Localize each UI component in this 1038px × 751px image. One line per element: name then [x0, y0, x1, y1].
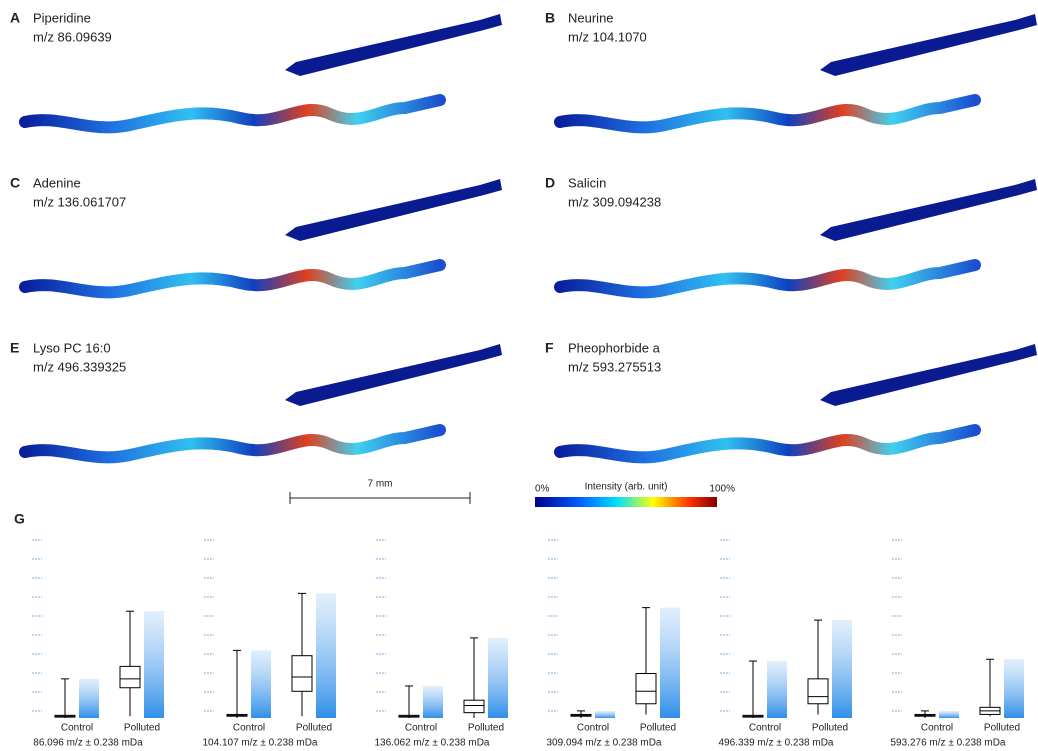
mz-value: m/z 496.339325 — [33, 359, 126, 374]
image-panel: D Salicin m/z 309.094238 — [545, 175, 1037, 293]
boxplot: Control Polluted 593.276 m/z ± 0.238 mDa — [891, 539, 1024, 749]
point-cloud — [595, 710, 615, 718]
box — [807, 678, 829, 705]
boxplot: Control Polluted 309.094 m/z ± 0.238 mDa — [547, 539, 680, 749]
panel-letter: C — [10, 175, 20, 191]
group-label: Control — [921, 723, 953, 734]
compound-name: Salicin — [568, 175, 606, 190]
plot-label: 86.096 m/z ± 0.238 mDa — [33, 738, 143, 749]
point-cloud — [144, 611, 164, 718]
box — [291, 655, 313, 692]
colorbar-min: 0% — [535, 484, 550, 495]
group-label: Polluted — [124, 723, 160, 734]
group-label: Control — [749, 723, 781, 734]
image-panel: C Adenine m/z 136.061707 — [10, 175, 502, 293]
boxplot: Control Polluted 496.339 m/z ± 0.238 mDa — [719, 539, 852, 749]
plot-label: 593.276 m/z ± 0.238 mDa — [891, 738, 1006, 749]
point-cloud — [660, 607, 680, 718]
scale-label: 7 mm — [368, 479, 393, 490]
point-cloud — [79, 678, 99, 718]
compound-name: Lyso PC 16:0 — [33, 340, 111, 355]
mz-value: m/z 104.1070 — [568, 29, 647, 44]
boxplot: Control Polluted 136.062 m/z ± 0.238 mDa — [375, 539, 508, 749]
panel-letter: E — [10, 340, 19, 356]
panel-letter: A — [10, 10, 20, 26]
group-label: Polluted — [296, 723, 332, 734]
point-cloud — [251, 650, 271, 718]
colorbar-title: Intensity (arb. unit) — [585, 482, 668, 493]
compound-name: Pheophorbide a — [568, 340, 661, 355]
point-cloud — [767, 661, 787, 718]
box — [635, 673, 657, 705]
point-cloud — [423, 685, 443, 718]
image-panel: B Neurine m/z 104.1070 — [545, 10, 1037, 128]
group-label: Control — [61, 723, 93, 734]
plot-label: 309.094 m/z ± 0.238 mDa — [547, 738, 662, 749]
point-cloud — [316, 593, 336, 718]
mz-value: m/z 593.275513 — [568, 359, 661, 374]
image-panel: E Lyso PC 16:0 m/z 496.339325 — [10, 340, 502, 458]
group-label: Polluted — [468, 723, 504, 734]
point-cloud — [832, 620, 852, 718]
panel-letter: D — [545, 175, 555, 191]
image-panel: A Piperidine m/z 86.09639 — [10, 10, 502, 128]
group-label: Polluted — [640, 723, 676, 734]
box — [463, 699, 485, 714]
mz-value: m/z 136.061707 — [33, 194, 126, 209]
scale-bar: 7 mm — [289, 479, 471, 504]
boxplot: Control Polluted 104.107 m/z ± 0.238 mDa — [203, 539, 336, 749]
panel-letter: F — [545, 340, 554, 356]
mz-value: m/z 86.09639 — [33, 29, 112, 44]
point-cloud — [939, 710, 959, 718]
panel-letter: G — [14, 511, 25, 527]
group-label: Control — [233, 723, 265, 734]
panel-letter: B — [545, 10, 555, 26]
colorbar-max: 100% — [709, 484, 735, 495]
image-panel: F Pheophorbide a m/z 593.275513 — [545, 340, 1037, 458]
mz-value: m/z 309.094238 — [568, 194, 661, 209]
box — [119, 665, 141, 689]
point-cloud — [488, 637, 508, 718]
panels: A Piperidine m/z 86.09639 B Neurine m/z 104.1… — [10, 10, 1037, 458]
group-label: Control — [405, 723, 437, 734]
compound-name: Neurine — [568, 10, 614, 25]
compound-name: Piperidine — [33, 10, 91, 25]
group-label: Control — [577, 723, 609, 734]
colorbar: 0% Intensity (arb. unit) 100% — [535, 482, 735, 507]
boxplot: Control Polluted 86.096 m/z ± 0.238 mDa — [32, 539, 164, 749]
plot-label: 496.339 m/z ± 0.238 mDa — [719, 738, 834, 749]
plot-label: 104.107 m/z ± 0.238 mDa — [203, 738, 318, 749]
compound-name: Adenine — [33, 175, 81, 190]
group-label: Polluted — [812, 723, 848, 734]
point-cloud — [1004, 659, 1024, 718]
plot-label: 136.062 m/z ± 0.238 mDa — [375, 738, 490, 749]
group-label: Polluted — [984, 723, 1020, 734]
